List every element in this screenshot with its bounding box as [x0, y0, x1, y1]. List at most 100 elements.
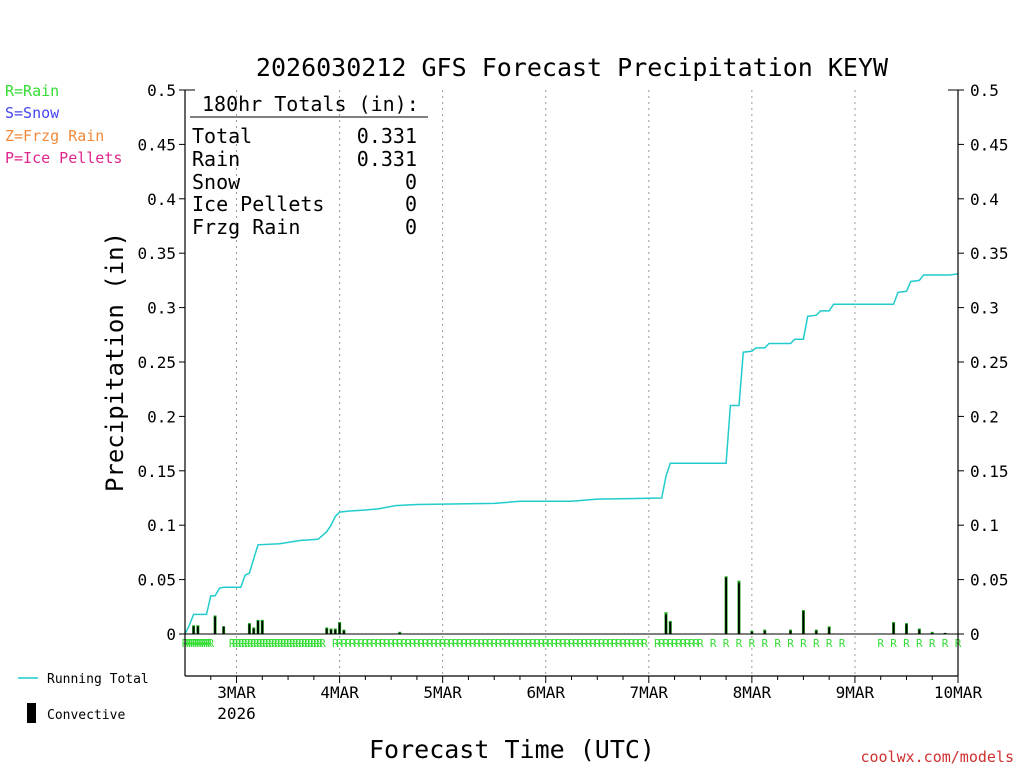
- precip-type-marker-99: R: [568, 637, 575, 650]
- precip-type-marker-50: R: [358, 637, 365, 650]
- convective-bar-20: [789, 630, 792, 634]
- precip-type-marker-108: R: [607, 637, 614, 650]
- precip-type-marker-46: R: [341, 637, 348, 650]
- convective-bar-14: [665, 614, 667, 634]
- precip-type-marker-88: R: [521, 637, 528, 650]
- precip-type-marker-49: R: [353, 637, 360, 650]
- precip-type-marker-91: R: [534, 637, 541, 650]
- precip-type-marker-63: R: [414, 637, 421, 650]
- bars-group: [192, 576, 947, 634]
- precip-type-marker-124: R: [684, 637, 691, 650]
- convective-bar-23: [828, 627, 831, 634]
- y-tick-label-left-4: 0.2: [147, 407, 176, 426]
- convective-bar-8: [325, 628, 328, 634]
- precip-type-marker-7: R: [197, 637, 204, 650]
- convective-bar-10: [334, 629, 337, 634]
- precip-type-marker-84: R: [504, 637, 511, 650]
- precip-type-marker-93: R: [542, 637, 549, 650]
- x-tick-label-1: 4MAR: [320, 683, 359, 702]
- precip-type-marker-6: R: [195, 637, 202, 650]
- totals-label-total: Total: [192, 124, 252, 148]
- convective-bar-15: [669, 622, 672, 634]
- y-tick-label-right-3: 0.15: [970, 462, 1009, 481]
- precip-type-marker-56: R: [384, 637, 391, 650]
- precip-type-marker-21: R: [253, 637, 260, 650]
- precip-type-marker-15: R: [235, 637, 242, 650]
- convective-bar-4: [248, 624, 251, 634]
- precip-type-marker-14: R: [232, 637, 239, 650]
- precip-type-marker-92: R: [538, 637, 545, 650]
- y-tick-label-right-4: 0.2: [970, 407, 999, 426]
- precip-type-marker-48: R: [349, 637, 356, 650]
- totals-label-ice-pellets: Ice Pellets: [192, 192, 324, 216]
- precip-type-marker-59: R: [396, 637, 403, 650]
- series-legend: Running Total Convective: [18, 672, 149, 723]
- precip-type-marker-29: R: [277, 637, 284, 650]
- precip-type-marker-1: R: [184, 637, 191, 650]
- legend-ice-pellets: P=Ice Pellets: [5, 149, 122, 167]
- totals-value-rain: 0.331: [357, 147, 417, 171]
- legend-convective-label: Convective: [47, 708, 125, 723]
- y-tick-label-right-8: 0.4: [970, 190, 999, 209]
- convective-bar-3: [222, 626, 225, 634]
- totals-value-ice-pellets: 0: [405, 192, 417, 216]
- precip-type-marker-35: R: [295, 637, 302, 650]
- legend-frzg-rain: Z=Frzg Rain: [5, 127, 104, 145]
- precip-type-marker-103: R: [585, 637, 592, 650]
- convective-bar-17: [738, 582, 740, 634]
- precip-type-marker-142: R: [916, 637, 923, 650]
- convective-bar-25: [905, 624, 908, 634]
- precip-type-marker-112: R: [624, 637, 631, 650]
- precip-type-marker-125: R: [688, 637, 695, 650]
- totals-box: 180hr Totals (in): Total 0.331 Rain 0.33…: [190, 92, 428, 239]
- precip-type-marker-126: R: [693, 637, 700, 650]
- convective-bar-0: [192, 626, 195, 634]
- precip-type-marker-78: R: [478, 637, 485, 650]
- precip-type-marker-79: R: [482, 637, 489, 650]
- precip-type-marker-102: R: [581, 637, 588, 650]
- convective-bar-28: [944, 632, 947, 634]
- y-tick-label-left-1: 0.05: [137, 571, 176, 590]
- y-tick-label-right-1: 0.05: [970, 571, 1009, 590]
- precip-type-marker-114: R: [633, 637, 640, 650]
- precip-type-marker-74: R: [461, 637, 468, 650]
- precip-type-marker-95: R: [551, 637, 558, 650]
- totals-label-frzg-rain: Frzg Rain: [192, 215, 300, 239]
- precip-type-marker-96: R: [555, 637, 562, 650]
- y-axis-label: Precipitation (in): [101, 232, 129, 492]
- precip-type-marker-47: R: [345, 637, 352, 650]
- y-tick-label-left-7: 0.35: [137, 244, 176, 263]
- y-tick-label-left-9: 0.45: [137, 135, 176, 154]
- precip-type-marker-135: R: [800, 637, 807, 650]
- y-tick-label-right-0: 0: [970, 625, 980, 644]
- precip-type-marker-98: R: [564, 637, 571, 650]
- precip-type-marker-72: R: [452, 637, 459, 650]
- y-tick-label-left-3: 0.15: [137, 462, 176, 481]
- precip-type-marker-38: R: [304, 637, 311, 650]
- precip-type-marker-30: R: [280, 637, 287, 650]
- precip-type-marker-105: R: [594, 637, 601, 650]
- convective-bar-6: [257, 620, 259, 634]
- y-tick-label-right-10: 0.5: [970, 81, 999, 100]
- precip-type-marker-5: R: [192, 637, 199, 650]
- precip-type-marker-97: R: [560, 637, 567, 650]
- precip-type-marker-133: R: [774, 637, 781, 650]
- precip-type-marker-82: R: [495, 637, 502, 650]
- precip-type-marker-71: R: [448, 637, 455, 650]
- precip-type-marker-121: R: [671, 637, 678, 650]
- totals-value-snow: 0: [405, 170, 417, 194]
- precip-type-marker-44: R: [332, 637, 339, 650]
- precip-type-marker-89: R: [525, 637, 532, 650]
- precip-type-marker-101: R: [577, 637, 584, 650]
- precip-type-marker-128: R: [710, 637, 717, 650]
- precip-type-marker-60: R: [401, 637, 408, 650]
- precip-type-marker-85: R: [508, 637, 515, 650]
- precip-type-marker-33: R: [289, 637, 296, 650]
- precip-type-marker-123: R: [680, 637, 687, 650]
- precip-type-marker-51: R: [362, 637, 369, 650]
- precip-type-legend: R=Rain S=Snow Z=Frzg Rain P=Ice Pellets: [5, 82, 122, 167]
- y-tick-label-right-9: 0.45: [970, 135, 1009, 154]
- precip-type-marker-81: R: [491, 637, 498, 650]
- chart-title: 2026030212 GFS Forecast Precipitation KE…: [256, 53, 889, 82]
- precip-type-marker-106: R: [598, 637, 605, 650]
